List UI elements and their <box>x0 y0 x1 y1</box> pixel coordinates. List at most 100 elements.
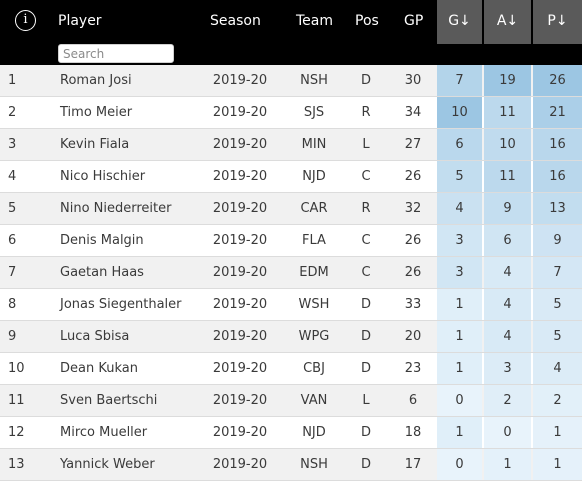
team-cell: NJD <box>302 169 326 184</box>
points-column-header[interactable]: P↓ <box>533 0 582 44</box>
team-cell: CBJ <box>303 361 325 376</box>
table-row[interactable]: 3 Kevin Fiala 2019-20 MIN L 27 6 10 16 <box>0 129 582 161</box>
season-cell: 2019-20 <box>212 137 268 152</box>
position-cell: R <box>361 105 371 120</box>
table-row[interactable]: 6 Denis Malgin 2019-20 FLA C 26 3 6 9 <box>0 225 582 257</box>
rank-cell: 6 <box>8 233 17 248</box>
table-row[interactable]: 2 Timo Meier 2019-20 SJS R 34 10 11 21 <box>0 97 582 129</box>
points-header-label: P↓ <box>547 13 568 29</box>
table-row[interactable]: 11 Sven Baertschi 2019-20 VAN L 6 0 2 2 <box>0 385 582 417</box>
assists-cell: 11 <box>484 161 531 193</box>
season-column-header[interactable]: Season <box>210 13 261 29</box>
player-name-cell: Gaetan Haas <box>60 265 144 280</box>
row-divider <box>0 224 582 225</box>
assists-cell: 0 <box>484 417 531 449</box>
position-cell: R <box>361 201 371 216</box>
goals-cell: 7 <box>437 65 482 97</box>
player-name-cell: Jonas Siegenthaler <box>60 297 182 312</box>
season-cell: 2019-20 <box>212 329 268 344</box>
position-cell: D <box>360 329 371 344</box>
goals-cell: 3 <box>437 225 482 257</box>
table-header: i Player Season Team Pos GP G↓ A↓ P↓ <box>0 0 582 68</box>
rank-cell: 9 <box>8 329 17 344</box>
games-played-cell: 34 <box>404 105 422 120</box>
search-input[interactable] <box>58 44 174 63</box>
assists-cell: 2 <box>484 385 531 417</box>
player-name-cell: Mirco Mueller <box>60 425 148 440</box>
goals-cell: 4 <box>437 193 482 225</box>
games-played-cell: 26 <box>404 169 422 184</box>
assists-cell: 10 <box>484 129 531 161</box>
team-column-header[interactable]: Team <box>296 13 334 29</box>
position-cell: L <box>362 137 370 152</box>
assists-cell: 6 <box>484 225 531 257</box>
rank-cell: 7 <box>8 265 17 280</box>
position-cell: C <box>361 265 371 280</box>
season-cell: 2019-20 <box>212 105 268 120</box>
table-row[interactable]: 8 Jonas Siegenthaler 2019-20 WSH D 33 1 4 5 <box>0 289 582 321</box>
season-cell: 2019-20 <box>212 425 268 440</box>
rank-cell: 1 <box>8 73 17 88</box>
assists-column-header[interactable]: A↓ <box>484 0 531 44</box>
goals-cell: 0 <box>437 385 482 417</box>
player-column-header[interactable]: Player <box>58 13 102 29</box>
assists-cell: 9 <box>484 193 531 225</box>
pos-column-header[interactable]: Pos <box>355 13 379 29</box>
position-cell: D <box>360 457 371 472</box>
gp-column-header[interactable]: GP <box>404 13 424 29</box>
table-row[interactable]: 9 Luca Sbisa 2019-20 WPG D 20 1 4 5 <box>0 321 582 353</box>
row-divider <box>0 320 582 321</box>
points-cell: 1 <box>533 449 582 481</box>
row-divider <box>0 352 582 353</box>
season-cell: 2019-20 <box>212 393 268 408</box>
season-cell: 2019-20 <box>212 201 268 216</box>
info-icon[interactable]: i <box>15 10 36 31</box>
team-cell: NSH <box>300 457 328 472</box>
assists-cell: 19 <box>484 65 531 97</box>
games-played-cell: 20 <box>404 329 422 344</box>
goals-column-header[interactable]: G↓ <box>437 0 482 44</box>
table-row[interactable]: 13 Yannick Weber 2019-20 NSH D 17 0 1 1 <box>0 449 582 481</box>
player-name-cell: Yannick Weber <box>60 457 155 472</box>
row-divider <box>0 192 582 193</box>
row-divider <box>0 256 582 257</box>
season-cell: 2019-20 <box>212 233 268 248</box>
position-cell: C <box>361 233 371 248</box>
row-divider <box>0 448 582 449</box>
games-played-cell: 27 <box>404 137 422 152</box>
assists-cell: 1 <box>484 449 531 481</box>
games-played-cell: 17 <box>404 457 422 472</box>
games-played-cell: 26 <box>404 233 422 248</box>
points-cell: 16 <box>533 129 582 161</box>
rank-cell: 12 <box>8 425 25 440</box>
table-row[interactable]: 7 Gaetan Haas 2019-20 EDM C 26 3 4 7 <box>0 257 582 289</box>
assists-cell: 4 <box>484 321 531 353</box>
row-divider <box>0 384 582 385</box>
table-row[interactable]: 5 Nino Niederreiter 2019-20 CAR R 32 4 9 13 <box>0 193 582 225</box>
points-cell: 26 <box>533 65 582 97</box>
goals-cell: 1 <box>437 353 482 385</box>
goals-cell: 3 <box>437 257 482 289</box>
player-name-cell: Denis Malgin <box>60 233 144 248</box>
games-played-cell: 6 <box>408 393 418 408</box>
team-cell: WPG <box>298 329 330 344</box>
team-cell: VAN <box>300 393 328 408</box>
table-row[interactable]: 4 Nico Hischier 2019-20 NJD C 26 5 11 16 <box>0 161 582 193</box>
player-name-cell: Sven Baertschi <box>60 393 158 408</box>
table-row[interactable]: 12 Mirco Mueller 2019-20 NJD D 18 1 0 1 <box>0 417 582 449</box>
player-name-cell: Roman Josi <box>60 73 132 88</box>
player-name-cell: Nino Niederreiter <box>60 201 172 216</box>
points-cell: 16 <box>533 161 582 193</box>
goals-cell: 0 <box>437 449 482 481</box>
goals-cell: 5 <box>437 161 482 193</box>
position-cell: D <box>360 361 371 376</box>
row-divider <box>0 160 582 161</box>
table-row[interactable]: 10 Dean Kukan 2019-20 CBJ D 23 1 3 4 <box>0 353 582 385</box>
row-divider <box>0 96 582 97</box>
games-played-cell: 33 <box>404 297 422 312</box>
rank-cell: 3 <box>8 137 17 152</box>
points-cell: 21 <box>533 97 582 129</box>
table-row[interactable]: 1 Roman Josi 2019-20 NSH D 30 7 19 26 <box>0 65 582 97</box>
rank-cell: 8 <box>8 297 17 312</box>
